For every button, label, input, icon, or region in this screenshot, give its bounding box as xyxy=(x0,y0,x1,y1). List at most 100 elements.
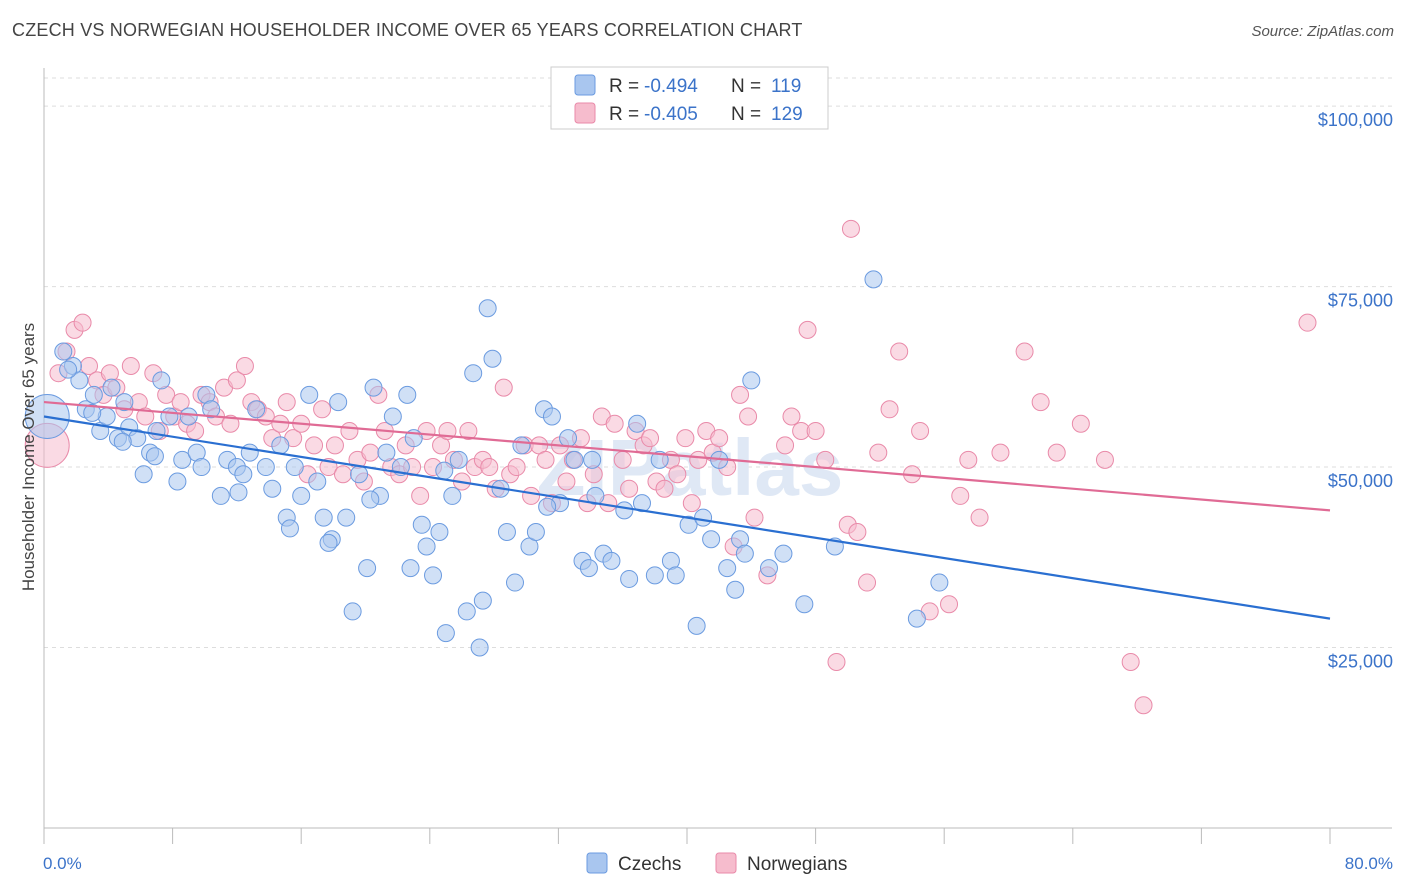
czech-point-116 xyxy=(538,497,557,516)
x-tick-labels: 0.0% 80.0% xyxy=(43,854,1393,873)
czech-swatch xyxy=(574,74,596,96)
czech-point-44 xyxy=(358,559,377,578)
czech-point-61 xyxy=(470,638,489,657)
norwegian-point-102 xyxy=(776,436,795,455)
czech-point-34 xyxy=(285,458,304,477)
norwegian-point-114 xyxy=(890,342,909,361)
czech-point-1 xyxy=(54,342,73,361)
czech-point-31 xyxy=(263,479,282,498)
norwegian-point-64 xyxy=(494,378,513,397)
norwegian-point-37 xyxy=(305,436,324,455)
norwegian-point-92 xyxy=(689,450,708,469)
norwegian-point-130 xyxy=(1298,313,1317,332)
norwegian-point-95 xyxy=(710,429,729,448)
czech-point-105 xyxy=(83,403,102,422)
norwegian-n-label: N = xyxy=(731,104,761,125)
norwegian-point-66 xyxy=(507,458,526,477)
norwegian-point-125 xyxy=(1047,443,1066,462)
czech-point-82 xyxy=(632,494,651,513)
norwegians-points xyxy=(24,219,1317,715)
norwegian-point-123 xyxy=(1015,342,1034,361)
czech-point-13 xyxy=(134,465,153,484)
norwegian-point-25 xyxy=(221,414,240,433)
norwegian-point-126 xyxy=(1071,414,1090,433)
czech-point-54 xyxy=(424,566,443,585)
czech-point-67 xyxy=(512,436,531,455)
norwegian-point-40 xyxy=(325,436,344,455)
norwegian-point-121 xyxy=(970,508,989,527)
czech-n-value: 119 xyxy=(771,76,801,97)
norwegian-point-111 xyxy=(858,573,877,592)
czech-point-90 xyxy=(702,530,721,549)
norwegian-point-68 xyxy=(522,486,541,505)
norwegian-point-80 xyxy=(605,414,624,433)
norwegian-point-26 xyxy=(227,371,246,390)
y-tick-label-0: $25,000 xyxy=(1328,652,1393,672)
czech-point-117 xyxy=(583,450,602,469)
y-axis-label: Householder Income Over 65 years xyxy=(19,323,38,591)
norwegian-point-108 xyxy=(827,652,846,671)
czech-point-112 xyxy=(361,490,380,509)
czech-point-80 xyxy=(615,501,634,520)
norwegian-point-131 xyxy=(841,219,860,238)
czech-point-84 xyxy=(650,450,669,469)
czech-point-92 xyxy=(718,559,737,578)
y-tick-labels: $25,000 $50,000 $75,000 $100,000 xyxy=(1318,110,1393,671)
czech-point-29 xyxy=(247,400,266,419)
czech-point-16 xyxy=(152,371,171,390)
czech-point-17 xyxy=(160,407,179,426)
norwegian-point-103 xyxy=(782,407,801,426)
norwegian-point-106 xyxy=(806,421,825,440)
norwegian-point-90 xyxy=(676,429,695,448)
czech-point-99 xyxy=(795,595,814,614)
czech-point-57 xyxy=(443,486,462,505)
norwegian-point-113 xyxy=(880,400,899,419)
chart-title: CZECH VS NORWEGIAN HOUSEHOLDER INCOME OV… xyxy=(12,20,803,40)
czech-point-41 xyxy=(337,508,356,527)
czech-point-58 xyxy=(449,450,468,469)
czech-point-36 xyxy=(300,385,319,404)
norwegian-n-value: 129 xyxy=(771,104,803,125)
czech-point-111 xyxy=(319,533,338,552)
czech-trend-line xyxy=(43,415,1331,620)
czech-point-10 xyxy=(115,393,134,412)
czech-point-60 xyxy=(464,364,483,383)
norwegian-point-32 xyxy=(271,414,290,433)
norwegian-point-129 xyxy=(1134,696,1153,715)
norwegian-point-107 xyxy=(816,450,835,469)
stats-legend-box xyxy=(550,66,829,130)
czech-point-3 xyxy=(70,371,89,390)
norwegian-point-98 xyxy=(731,385,750,404)
norwegian-point-116 xyxy=(911,421,930,440)
czech-point-43 xyxy=(350,465,369,484)
norwegian-point-120 xyxy=(959,450,978,469)
czech-point-115 xyxy=(473,591,492,610)
czech-point-101 xyxy=(864,270,883,289)
czech-point-40 xyxy=(329,393,348,412)
norwegian-point-99 xyxy=(739,407,758,426)
norwegian-point-91 xyxy=(682,494,701,513)
norwegian-point-70 xyxy=(536,450,555,469)
czech-point-83 xyxy=(645,566,664,585)
czech-point-24 xyxy=(211,486,230,505)
czech-point-98 xyxy=(774,544,793,563)
czech-r-value: -0.494 xyxy=(644,76,698,97)
norwegian-point-89 xyxy=(668,465,687,484)
norwegian-point-81 xyxy=(613,450,632,469)
czech-point-42 xyxy=(343,602,362,621)
czech-point-109 xyxy=(229,483,248,502)
norwegian-point-105 xyxy=(798,320,817,339)
stats-legend: R = -0.494 N = 119 R = -0.405 N = 129 xyxy=(550,66,829,130)
norwegian-point-38 xyxy=(313,400,332,419)
legend-norwegians-label: Norwegians xyxy=(747,854,847,875)
czech-point-56 xyxy=(436,624,455,643)
czech-point-77 xyxy=(586,486,605,505)
czech-point-5 xyxy=(84,385,103,404)
norwegian-point-11 xyxy=(121,356,140,375)
norwegian-point-42 xyxy=(340,421,359,440)
czech-point-103 xyxy=(930,573,949,592)
norwegian-point-124 xyxy=(1031,393,1050,412)
czech-point-104 xyxy=(59,360,78,379)
czech-point-53 xyxy=(417,537,436,556)
